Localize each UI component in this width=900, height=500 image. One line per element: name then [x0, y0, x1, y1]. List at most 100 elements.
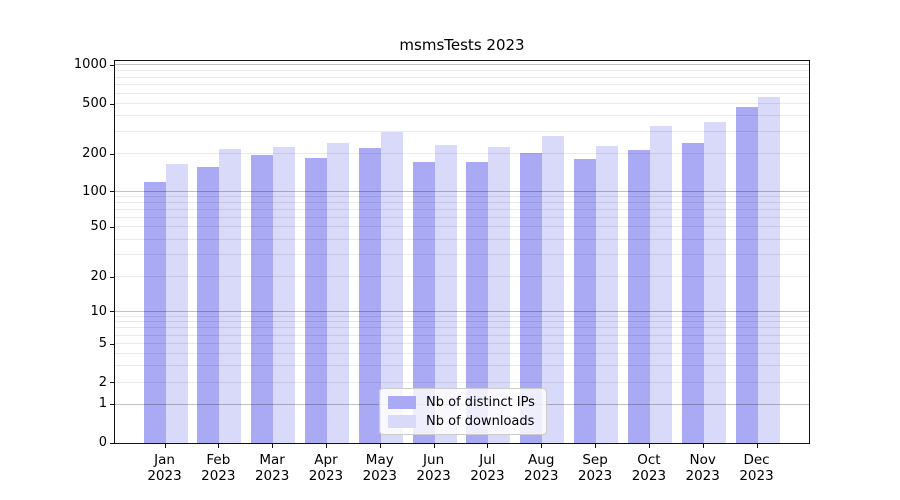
year-label: 2023 — [470, 468, 505, 484]
gridline-100 — [115, 190, 809, 192]
x-tick-mark-nov — [702, 444, 704, 448]
y-tick-label-5: 5 — [98, 336, 107, 352]
minor-gridline-9 — [115, 315, 809, 317]
y-tick-mark-200 — [110, 153, 114, 155]
y-tick-label-0: 0 — [98, 435, 107, 450]
bar-distinct-ips-sep — [574, 159, 597, 443]
bar-downloads-jan — [165, 164, 188, 443]
legend-item-distinct-ips: Nb of distinct IPs — [388, 393, 538, 412]
minor-gridline-60 — [115, 217, 809, 219]
minor-gridline-90 — [115, 196, 809, 198]
y-tick-mark-0 — [110, 442, 114, 444]
month-label: Feb — [206, 452, 231, 468]
year-label: 2023 — [524, 468, 559, 484]
month-label: Apr — [314, 452, 338, 468]
minor-gridline-70 — [115, 209, 809, 211]
minor-gridline-300 — [115, 131, 809, 133]
gridline-10 — [115, 310, 809, 312]
x-tick-mark-feb — [218, 444, 220, 448]
bar-distinct-ips-aug — [520, 153, 543, 443]
bar-distinct-ips-may — [358, 148, 381, 443]
bar-distinct-ips-jul — [466, 162, 489, 443]
bar-distinct-ips-jan — [143, 182, 166, 443]
y-tick-mark-2 — [110, 382, 114, 384]
x-tick-label-mar: Mar 2023 — [244, 452, 300, 484]
minor-gridline-40 — [115, 238, 809, 240]
year-label: 2023 — [739, 468, 774, 484]
bar-distinct-ips-mar — [251, 155, 274, 443]
y-tick-mark-10 — [110, 311, 114, 313]
minor-gridline-600 — [115, 93, 809, 95]
bar-distinct-ips-jun — [412, 162, 435, 443]
bar-downloads-sep — [596, 146, 619, 443]
year-label: 2023 — [577, 468, 613, 484]
bar-distinct-ips-feb — [197, 167, 220, 443]
x-tick-label-jun: Jun 2023 — [406, 452, 462, 484]
gridline-1000 — [115, 64, 809, 66]
legend-swatch-distinct-ips — [388, 396, 416, 409]
year-label: 2023 — [685, 468, 720, 484]
legend-swatch-downloads — [388, 415, 416, 428]
y-tick-mark-1 — [110, 403, 114, 405]
y-tick-label-10: 10 — [90, 303, 107, 319]
y-tick-label-1: 1 — [98, 396, 107, 412]
x-tick-label-jan: Jan 2023 — [137, 452, 193, 484]
x-tick-label-aug: Aug 2023 — [513, 452, 569, 484]
x-tick-mark-jun — [433, 444, 435, 448]
x-tick-label-dec: Dec 2023 — [729, 452, 785, 484]
x-tick-mark-apr — [325, 444, 327, 448]
month-label: Oct — [637, 452, 661, 468]
gridline-2 — [115, 381, 809, 383]
month-label: Sep — [582, 452, 608, 468]
bar-downloads-jul — [488, 147, 511, 443]
x-tick-mark-jan — [164, 444, 166, 448]
month-label: Dec — [743, 452, 770, 468]
month-label: Jan — [154, 452, 175, 468]
bar-downloads-mar — [273, 147, 296, 443]
minor-gridline-80 — [115, 202, 809, 204]
minor-gridline-4 — [115, 352, 809, 354]
bar-downloads-aug — [542, 136, 565, 443]
x-tick-mark-mar — [272, 444, 274, 448]
minor-gridline-3 — [115, 364, 809, 366]
y-tick-mark-500 — [110, 103, 114, 105]
bar-downloads-dec — [757, 97, 780, 443]
minor-gridline-8 — [115, 321, 809, 323]
x-tick-mark-oct — [648, 444, 650, 448]
plot-area — [114, 60, 810, 444]
month-label: May — [365, 452, 394, 468]
y-tick-label-1000: 1000 — [73, 57, 107, 73]
bar-downloads-oct — [649, 126, 672, 443]
minor-gridline-6 — [115, 334, 809, 336]
legend-label-downloads: Nb of downloads — [426, 414, 535, 429]
x-tick-mark-sep — [595, 444, 597, 448]
month-label: Nov — [689, 452, 716, 468]
y-tick-mark-1000 — [110, 64, 114, 66]
y-tick-label-50: 50 — [90, 219, 107, 235]
x-tick-label-sep: Sep 2023 — [567, 452, 623, 484]
gridline-200 — [115, 153, 809, 155]
month-label: Mar — [259, 452, 285, 468]
chart-title: msmsTests 2023 — [399, 36, 525, 54]
bar-downloads-jun — [434, 145, 457, 443]
x-tick-label-apr: Apr 2023 — [298, 452, 354, 484]
gridline-500 — [115, 103, 809, 105]
gridline-5 — [115, 343, 809, 345]
bar-downloads-nov — [703, 122, 726, 443]
year-label: 2023 — [308, 468, 344, 484]
minor-gridline-400 — [115, 115, 809, 117]
bar-downloads-may — [380, 132, 403, 443]
year-label: 2023 — [201, 468, 236, 484]
y-tick-label-500: 500 — [82, 96, 107, 112]
y-tick-mark-100 — [110, 191, 114, 193]
x-tick-mark-dec — [756, 444, 758, 448]
y-tick-label-2: 2 — [98, 374, 107, 390]
y-tick-label-20: 20 — [90, 269, 107, 285]
y-tick-mark-5 — [110, 343, 114, 345]
minor-gridline-800 — [115, 76, 809, 78]
year-label: 2023 — [416, 468, 451, 484]
y-tick-mark-50 — [110, 226, 114, 228]
x-tick-mark-may — [379, 444, 381, 448]
x-tick-label-nov: Nov 2023 — [675, 452, 731, 484]
